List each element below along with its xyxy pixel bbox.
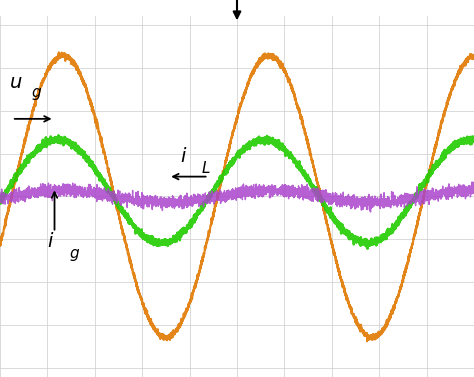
Text: $i$: $i$ (47, 232, 55, 251)
Text: $L$: $L$ (201, 160, 211, 176)
Text: $i$: $i$ (180, 147, 187, 166)
Text: $g$: $g$ (31, 86, 42, 102)
Text: $g$: $g$ (69, 247, 80, 263)
Text: $u$: $u$ (9, 74, 23, 92)
